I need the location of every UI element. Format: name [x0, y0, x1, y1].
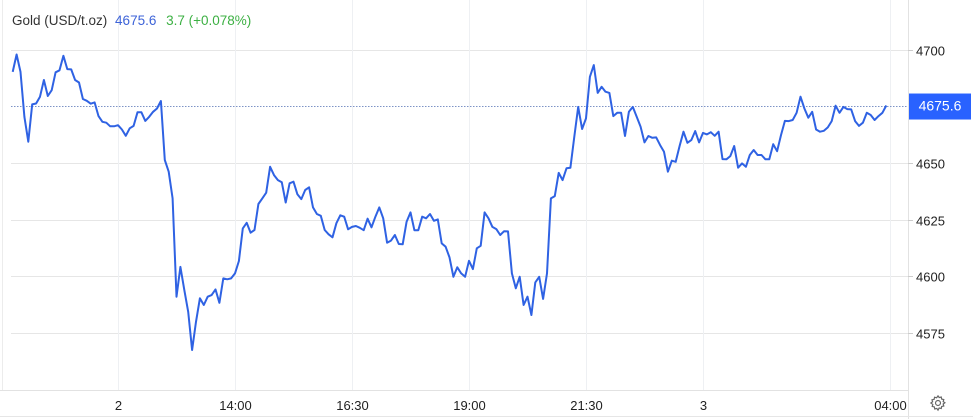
last-price-label: 4675.6	[909, 93, 971, 120]
chart-header: Gold (USD/t.oz) 4675.6 3.7 (+0.078%)	[12, 13, 257, 28]
y-tick-label: 4650	[916, 157, 945, 172]
x-tick-label: 21:30	[570, 398, 603, 413]
gear-icon[interactable]	[929, 394, 947, 412]
y-tick-label: 4625	[916, 214, 945, 229]
y-tick-label: 4700	[916, 44, 945, 59]
x-tick-label: 04:00	[874, 398, 907, 413]
grid	[11, 0, 908, 390]
x-tick-label: 2	[115, 398, 122, 413]
series-line-gold	[11, 53, 888, 351]
current-price: 4675.6	[115, 13, 157, 28]
y-tick-label: 4575	[916, 327, 945, 342]
last-price-label-text: 4675.6	[919, 98, 962, 114]
x-tick-label: 16:30	[336, 398, 369, 413]
x-axis: 2 14:00 16:30 19:00 21:30 3 04:00	[115, 398, 907, 413]
y-tick-label: 4600	[916, 270, 945, 285]
x-tick-label: 3	[700, 398, 707, 413]
price-change: 3.7 (+0.078%)	[166, 13, 252, 28]
x-tick-label: 19:00	[453, 398, 486, 413]
last-price-label-box	[909, 93, 971, 120]
symbol-name: Gold (USD/t.oz)	[12, 13, 108, 28]
y-axis: 4575 4600 4625 4650 4700	[908, 44, 945, 342]
x-tick-label: 14:00	[219, 398, 252, 413]
